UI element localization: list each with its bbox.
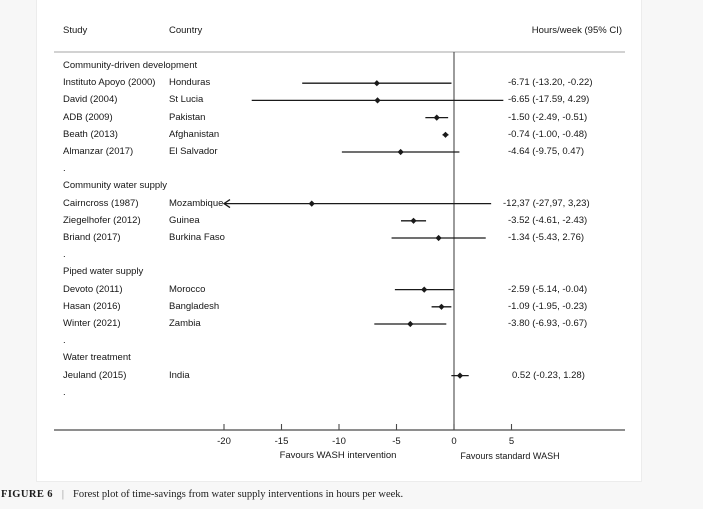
country-label: Afghanistan	[169, 128, 220, 140]
x-axis-tick-label: -5	[392, 436, 401, 447]
study-label: David (2004)	[63, 94, 118, 106]
effect-estimate-label: -3.80 (-6.93, -0.67)	[508, 318, 588, 329]
country-label: Pakistan	[169, 111, 206, 123]
study-label: Beath (2013)	[63, 128, 118, 140]
point-estimate-marker	[421, 286, 428, 293]
group-spacer-dot: .	[63, 335, 66, 347]
effect-estimate-label: -0.74 (-1.00, -0.48)	[508, 128, 588, 140]
effect-estimate-label: -6.65 (-17.59, 4.29)	[508, 94, 590, 106]
x-axis-tick-label: -20	[217, 436, 231, 447]
point-estimate-marker	[456, 372, 464, 379]
column-header-country: Country	[169, 25, 203, 36]
point-estimate-marker	[308, 200, 315, 207]
country-label: Morocco	[169, 283, 206, 295]
point-estimate-marker	[435, 234, 442, 242]
study-label: Almanzar (2017)	[63, 146, 134, 157]
point-estimate-marker	[397, 148, 404, 156]
effect-estimate-label: -4.64 (-9.75, 0.47)	[508, 146, 585, 157]
x-axis-tick-label: -10	[332, 436, 346, 447]
study-label: Briand (2017)	[63, 232, 121, 243]
axis-label-favours-standard: Favours standard WASH	[460, 451, 560, 461]
group-heading: Community-driven development	[63, 60, 198, 71]
study-label: ADB (2009)	[63, 111, 113, 123]
effect-estimate-label: -1.09 (-1.95, -0.23)	[508, 300, 588, 312]
forest-plot-figure: Study Country Hours/week (95% CI) Commun…	[36, 0, 642, 482]
point-estimate-marker	[373, 80, 380, 87]
group-heading: Community water supply	[63, 180, 168, 192]
effect-estimate-label: -3.52 (-4.61, -2.43)	[508, 214, 588, 226]
figure-caption-separator: |	[61, 489, 65, 500]
ci-truncation-arrow	[222, 199, 231, 209]
effect-estimate-label: 0.52 (-0.23, 1.28)	[512, 369, 585, 381]
country-label: Burkina Faso	[169, 232, 225, 243]
point-estimate-marker	[442, 131, 449, 138]
column-header-study: Study	[63, 25, 88, 36]
figure-caption: FIGURE 6 | Forest plot of time-savings fro…	[1, 489, 701, 500]
study-label: Ziegelhofer (2012)	[63, 214, 141, 226]
point-estimate-marker	[433, 114, 440, 121]
study-label: Winter (2021)	[63, 318, 121, 329]
study-label: Hasan (2016)	[63, 300, 121, 312]
x-axis-tick-label: 5	[508, 436, 515, 447]
point-estimate-marker	[407, 320, 414, 328]
country-label: Mozambique	[169, 197, 224, 209]
figure-caption-text: Forest plot of time-savings from water s…	[73, 489, 404, 500]
column-header-effect: Hours/week (95% CI)	[531, 25, 622, 36]
effect-estimate-label: -2.59 (-5.14, -0.04)	[508, 283, 588, 295]
group-spacer-dot: .	[63, 163, 66, 175]
group-heading: Water treatment	[63, 352, 131, 364]
point-estimate-marker	[438, 303, 445, 310]
point-estimate-marker	[410, 217, 417, 224]
figure-caption-label: FIGURE 6	[1, 489, 53, 500]
group-spacer-dot: .	[63, 249, 66, 261]
point-estimate-marker	[374, 97, 381, 104]
group-spacer-dot: .	[63, 386, 66, 398]
study-label: Cairncross (1987)	[63, 197, 139, 209]
study-label: Instituto Apoyo (2000)	[63, 77, 156, 89]
study-label: Jeuland (2015)	[63, 369, 127, 381]
axis-label-favours-intervention: Favours WASH intervention	[279, 450, 397, 461]
effect-estimate-label: -12,37 (-27,97, 3,23)	[503, 197, 590, 209]
country-label: St Lucia	[169, 94, 204, 106]
country-label: Bangladesh	[169, 300, 220, 312]
study-label: Devoto (2011)	[63, 283, 123, 295]
effect-estimate-label: -1.34 (-5.43, 2.76)	[508, 232, 585, 243]
forest-plot-canvas	[54, 51, 625, 431]
x-axis-tick-label: 0	[451, 436, 457, 447]
country-label: Zambia	[169, 318, 201, 329]
country-label: El Salvador	[169, 146, 218, 157]
country-label: Guinea	[169, 214, 200, 226]
effect-estimate-label: -1.50 (-2.49, -0.51)	[508, 111, 588, 123]
group-heading: Piped water supply	[63, 266, 144, 278]
effect-estimate-label: -6.71 (-13.20, -0.22)	[508, 77, 593, 89]
country-label: India	[169, 369, 190, 381]
country-label: Honduras	[169, 77, 211, 89]
x-axis-tick-label: -15	[274, 436, 289, 447]
